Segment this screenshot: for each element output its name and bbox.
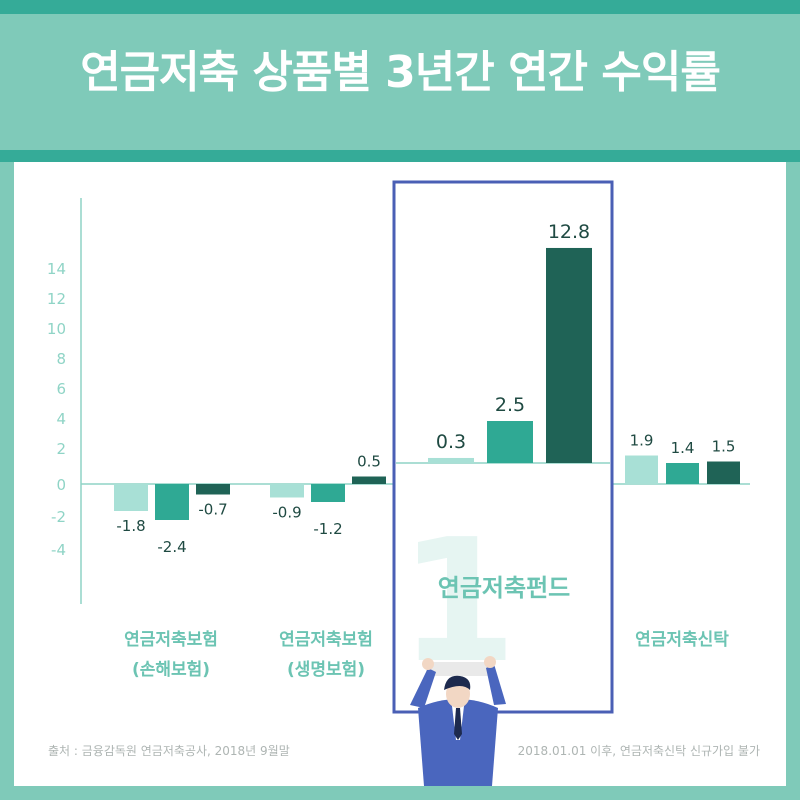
data-label: 12.8 bbox=[548, 221, 590, 243]
data-label: 0.5 bbox=[357, 453, 381, 471]
person-right-arm bbox=[486, 664, 506, 705]
person-left-hand bbox=[422, 658, 434, 670]
y-tick-label: 2 bbox=[56, 440, 66, 458]
data-label: 0.3 bbox=[436, 431, 466, 453]
category-label: 연금저축펀드 bbox=[438, 574, 570, 602]
person-hair bbox=[444, 675, 471, 690]
bar bbox=[487, 421, 533, 463]
data-label: 1.9 bbox=[630, 432, 654, 450]
y-tick-label: 8 bbox=[56, 350, 66, 368]
source-note: 출처 : 금융감독원 연금저축공사, 2018년 9월말 bbox=[48, 744, 290, 758]
sign-bottom bbox=[426, 662, 490, 676]
person-body bbox=[418, 699, 498, 786]
title-divider bbox=[0, 150, 800, 162]
bar bbox=[546, 247, 592, 463]
data-label: 1.5 bbox=[712, 438, 736, 456]
data-label: 2.5 bbox=[495, 394, 525, 416]
data-label: -1.2 bbox=[313, 520, 342, 538]
bar bbox=[625, 455, 658, 484]
category-label: 연금저축보험 bbox=[124, 629, 218, 650]
data-label: -1.8 bbox=[116, 517, 145, 535]
y-tick-label: 10 bbox=[47, 320, 66, 338]
person-tie bbox=[454, 708, 462, 740]
page-title: 연금저축 상품별 3년간 연간 수익률 bbox=[80, 47, 721, 98]
y-tick-label: 14 bbox=[47, 260, 66, 278]
y-tick-label: 6 bbox=[56, 380, 66, 398]
bar bbox=[155, 484, 189, 520]
data-label: -0.7 bbox=[198, 501, 227, 519]
y-tick-label: 12 bbox=[47, 290, 66, 308]
category-label: 연금저축신탁 bbox=[635, 630, 729, 650]
y-tick-label: -4 bbox=[51, 541, 66, 559]
bar bbox=[270, 484, 304, 498]
category-label: 연금저축보험 bbox=[279, 629, 373, 650]
data-label: -2.4 bbox=[157, 538, 186, 556]
bar bbox=[352, 476, 386, 484]
category-label: (손해보험) bbox=[132, 659, 210, 680]
bar bbox=[311, 484, 345, 502]
bar bbox=[114, 484, 148, 511]
person-left-arm bbox=[410, 668, 436, 708]
y-tick-label: 0 bbox=[56, 476, 66, 494]
y-tick-label: 4 bbox=[56, 410, 66, 428]
bar bbox=[707, 461, 740, 484]
y-tick-label: -2 bbox=[51, 508, 66, 526]
person-right-hand bbox=[484, 656, 496, 668]
data-label: 1.4 bbox=[671, 439, 695, 457]
top-strip bbox=[0, 0, 800, 14]
data-label: -0.9 bbox=[272, 504, 301, 522]
bar bbox=[666, 463, 699, 484]
bar bbox=[196, 484, 230, 495]
footnote: 2018.01.01 이후, 연금저축신탁 신규가입 불가 bbox=[517, 744, 760, 758]
category-label: (생명보험) bbox=[287, 659, 365, 680]
bar bbox=[428, 457, 474, 463]
